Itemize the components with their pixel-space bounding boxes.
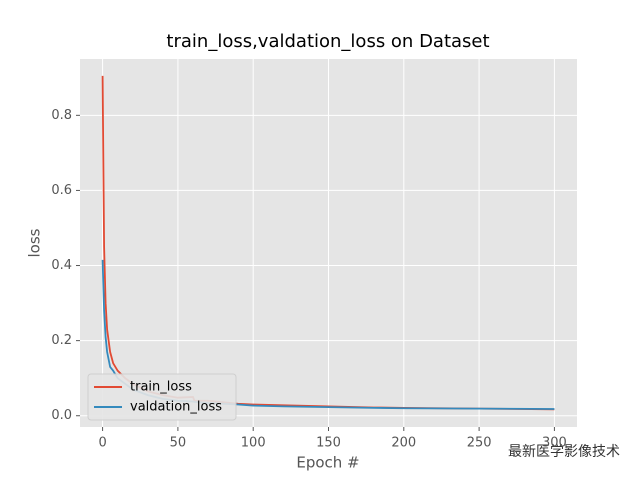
- x-axis-label: Epoch #: [296, 454, 359, 472]
- y-tick-label: 0.0: [51, 408, 72, 423]
- y-tick-label: 0.4: [51, 258, 72, 273]
- chart-title: train_loss,valdation_loss on Dataset: [166, 31, 489, 52]
- x-tick-label: 100: [241, 436, 266, 451]
- x-tick-label: 50: [170, 436, 187, 451]
- x-tick-label: 150: [316, 436, 341, 451]
- x-tick-label: 200: [391, 436, 416, 451]
- y-tick-label: 0.2: [51, 333, 72, 348]
- legend-box: [87, 373, 237, 421]
- legend-label: train_loss: [130, 380, 192, 395]
- x-tick-label: 0: [98, 436, 106, 451]
- y-tick-label: 0.8: [51, 108, 72, 123]
- watermark: 最新医学影像技术: [508, 444, 620, 460]
- legend-label: valdation_loss: [130, 400, 222, 415]
- y-axis-label: loss: [26, 228, 44, 257]
- y-tick-label: 0.6: [51, 183, 72, 198]
- x-tick-label: 300: [542, 436, 567, 451]
- x-tick-label: 250: [467, 436, 492, 451]
